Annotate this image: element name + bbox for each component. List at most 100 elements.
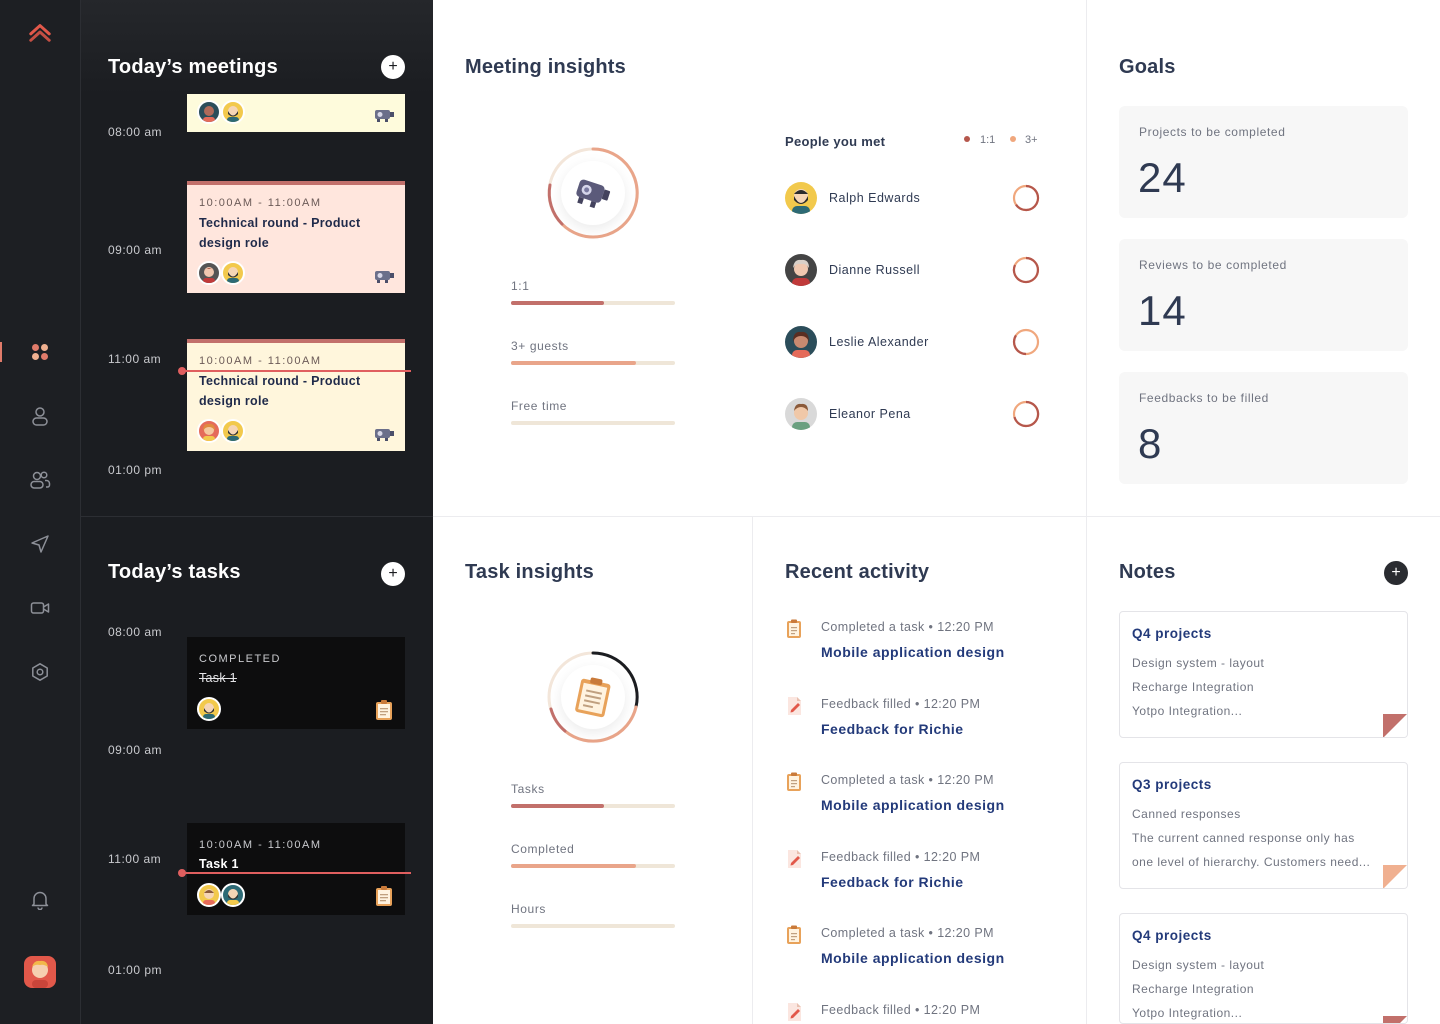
activity-item[interactable]: Feedback filled • 12:20 PM <box>785 1002 1075 1024</box>
note-title: Q4 projects <box>1132 626 1212 641</box>
insight-progress-fill <box>511 301 605 305</box>
divider <box>81 516 433 517</box>
projector-icon <box>373 267 395 288</box>
insight-progress-fill <box>511 864 636 868</box>
legend-dot <box>1010 136 1016 142</box>
goal-value: 24 <box>1138 154 1187 201</box>
divider <box>433 516 1440 517</box>
note-line: Canned responses <box>1132 807 1241 821</box>
meeting-title: Technical round - Product design role <box>199 216 361 250</box>
person-ratio-ring <box>1012 256 1040 284</box>
note-line: one level of hierarchy. Customers need..… <box>1132 855 1371 869</box>
avatar <box>197 100 221 124</box>
clipboard-icon <box>785 619 805 639</box>
meeting-card[interactable] <box>187 94 405 132</box>
bell-icon[interactable] <box>28 888 52 912</box>
dashboard-icon[interactable] <box>28 340 52 364</box>
task-insights-title: Task insights <box>465 561 594 583</box>
settings-icon[interactable] <box>28 660 52 684</box>
legend-dot <box>964 136 970 142</box>
note-card[interactable]: Q3 projects Canned responses The current c… <box>1119 762 1408 889</box>
task-time-label: 01:00 pm <box>108 963 163 977</box>
meeting-time-label: 01:00 pm <box>108 463 163 477</box>
activity-item[interactable]: Feedback filled • 12:20 PM Feedback for R… <box>785 849 1075 899</box>
clipboard-icon <box>785 772 805 792</box>
insight-progress-bar <box>511 804 675 808</box>
send-icon[interactable] <box>28 532 52 556</box>
meeting-card[interactable]: 10:00AM - 11:00AM Technical round - Prod… <box>187 181 405 293</box>
note-fold-corner <box>1383 865 1407 888</box>
projector-icon <box>373 106 395 127</box>
video-icon[interactable] <box>28 596 52 620</box>
note-card[interactable]: Q4 projects Design system - layout Recharg… <box>1119 913 1408 1024</box>
activity-meta: Completed a task • 12:20 PM <box>821 620 994 634</box>
activity-title[interactable]: Feedback for Richie <box>821 873 964 890</box>
schedule-panel: Today’s meetings + 08:00 am 09:00 am 11:… <box>81 0 433 1024</box>
note-fold-corner <box>1383 714 1407 737</box>
activity-item[interactable]: Completed a task • 12:20 PM Mobile applic… <box>785 772 1075 822</box>
insight-bar-label: Completed <box>511 842 575 856</box>
avatar <box>197 697 221 721</box>
meeting-time-range: 10:00AM - 11:00AM <box>199 355 322 367</box>
activity-title[interactable]: Mobile application design <box>821 950 1005 966</box>
meeting-card[interactable]: 10:00AM - 11:00AM Technical round - Prod… <box>187 339 405 451</box>
person-name: Dianne Russell <box>829 263 921 277</box>
insight-progress-fill <box>511 804 605 808</box>
person-ratio-ring <box>1012 328 1040 356</box>
person-row[interactable]: Eleanor Pena <box>785 397 1040 431</box>
person-name: Ralph Edwards <box>829 191 921 205</box>
task-card[interactable]: 10:00AM - 11:00AM Task 1 <box>187 823 405 915</box>
task-card[interactable]: COMPLETED Task 1 <box>187 637 405 729</box>
activity-item[interactable]: Feedback filled • 12:20 PM Feedback for R… <box>785 696 1075 746</box>
goal-card[interactable]: Reviews to be completed 14 <box>1119 239 1408 351</box>
goal-card[interactable]: Projects to be completed 24 <box>1119 106 1408 218</box>
activity-item[interactable]: Completed a task • 12:20 PM Mobile applic… <box>785 925 1075 975</box>
legend-label: 3+ <box>1025 134 1038 146</box>
activity-title[interactable]: Mobile application design <box>821 797 1005 813</box>
team-icon[interactable] <box>28 468 52 492</box>
insight-bar-label: Tasks <box>511 782 545 796</box>
notes-title: Notes <box>1119 561 1176 583</box>
insight-progress-bar <box>511 924 675 928</box>
goal-value: 8 <box>1138 420 1163 467</box>
person-name: Leslie Alexander <box>829 335 929 349</box>
current-time-indicator <box>178 367 411 375</box>
insight-progress-bar <box>511 301 675 305</box>
goal-card[interactable]: Feedbacks to be filled 8 <box>1119 372 1408 484</box>
recent-activity-title: Recent activity <box>785 561 930 583</box>
add-meeting-button[interactable]: + <box>381 55 405 79</box>
divider <box>752 517 753 1024</box>
profile-avatar[interactable] <box>24 956 56 988</box>
goal-label: Feedbacks to be filled <box>1139 391 1269 405</box>
task-title: Task 1 <box>199 671 237 685</box>
clipboard-icon <box>375 885 393 912</box>
note-line: Design system - layout <box>1132 656 1265 670</box>
task-time-label: 08:00 am <box>108 625 163 639</box>
note-card[interactable]: Q4 projects Design system - layout Recharg… <box>1119 611 1408 738</box>
person-row[interactable]: Leslie Alexander <box>785 325 1040 359</box>
avatar <box>785 326 817 358</box>
avatar <box>197 419 221 443</box>
goals-title: Goals <box>1119 56 1176 78</box>
insight-bar-label: Hours <box>511 902 547 916</box>
divider <box>1086 0 1087 1024</box>
activity-title[interactable]: Feedback for Richie <box>821 720 964 737</box>
activity-title[interactable]: Mobile application design <box>821 644 1005 660</box>
add-note-button[interactable]: + <box>1384 561 1408 585</box>
insight-progress-bar <box>511 361 675 365</box>
task-time-label: 09:00 am <box>108 743 163 757</box>
task-insights-ring <box>545 649 641 745</box>
meeting-time-range: 10:00AM - 11:00AM <box>199 197 322 209</box>
meeting-insights-ring <box>545 145 641 241</box>
note-line: The current canned response only has <box>1132 831 1355 845</box>
activity-item[interactable]: Completed a task • 12:20 PM Mobile applic… <box>785 619 1075 669</box>
meeting-insights-title: Meeting insights <box>465 56 626 78</box>
avatar <box>197 883 221 907</box>
person-row[interactable]: Ralph Edwards <box>785 181 1040 215</box>
person-row[interactable]: Dianne Russell <box>785 253 1040 287</box>
user-icon[interactable] <box>28 404 52 428</box>
add-task-button[interactable]: + <box>381 562 405 586</box>
meetings-title: Today’s meetings <box>108 56 278 78</box>
logo-icon[interactable] <box>28 20 52 44</box>
